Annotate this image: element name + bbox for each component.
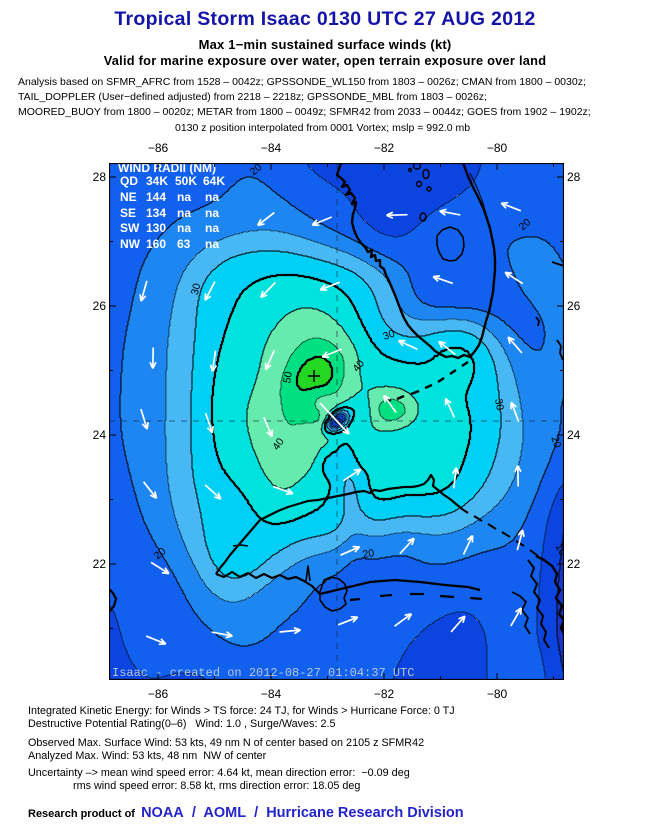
svg-text:Isaac - created on 2012-08-27: Isaac - created on 2012-08-27 01:04:37 U…: [112, 666, 414, 680]
svg-text:160: 160: [146, 237, 166, 251]
svg-text:50K: 50K: [175, 174, 197, 188]
svg-text:130: 130: [146, 221, 166, 235]
svg-text:na: na: [205, 221, 219, 235]
svg-text:na: na: [177, 206, 191, 220]
svg-text:20: 20: [362, 547, 376, 561]
svg-text:NW: NW: [120, 237, 141, 251]
svg-text:134: 134: [146, 206, 166, 220]
svg-text:20: 20: [548, 435, 563, 450]
svg-text:na: na: [177, 190, 191, 204]
svg-text:na: na: [177, 221, 191, 235]
svg-text:SW: SW: [120, 221, 140, 235]
svg-text:30: 30: [381, 327, 396, 342]
svg-text:144: 144: [146, 190, 166, 204]
svg-text:WIND RADII (NM): WIND RADII (NM): [118, 163, 216, 175]
svg-text:50: 50: [281, 371, 295, 385]
svg-text:10: 10: [553, 542, 564, 558]
svg-text:63: 63: [177, 237, 191, 251]
svg-text:30: 30: [492, 398, 506, 412]
svg-text:na: na: [205, 206, 219, 220]
svg-text:na: na: [205, 190, 219, 204]
svg-text:34K: 34K: [146, 174, 168, 188]
svg-text:NE: NE: [120, 190, 137, 204]
svg-text:SE: SE: [120, 206, 136, 220]
svg-text:na: na: [205, 237, 219, 251]
svg-text:QD: QD: [120, 174, 138, 188]
svg-text:30: 30: [189, 282, 204, 297]
svg-text:64K: 64K: [203, 174, 225, 188]
